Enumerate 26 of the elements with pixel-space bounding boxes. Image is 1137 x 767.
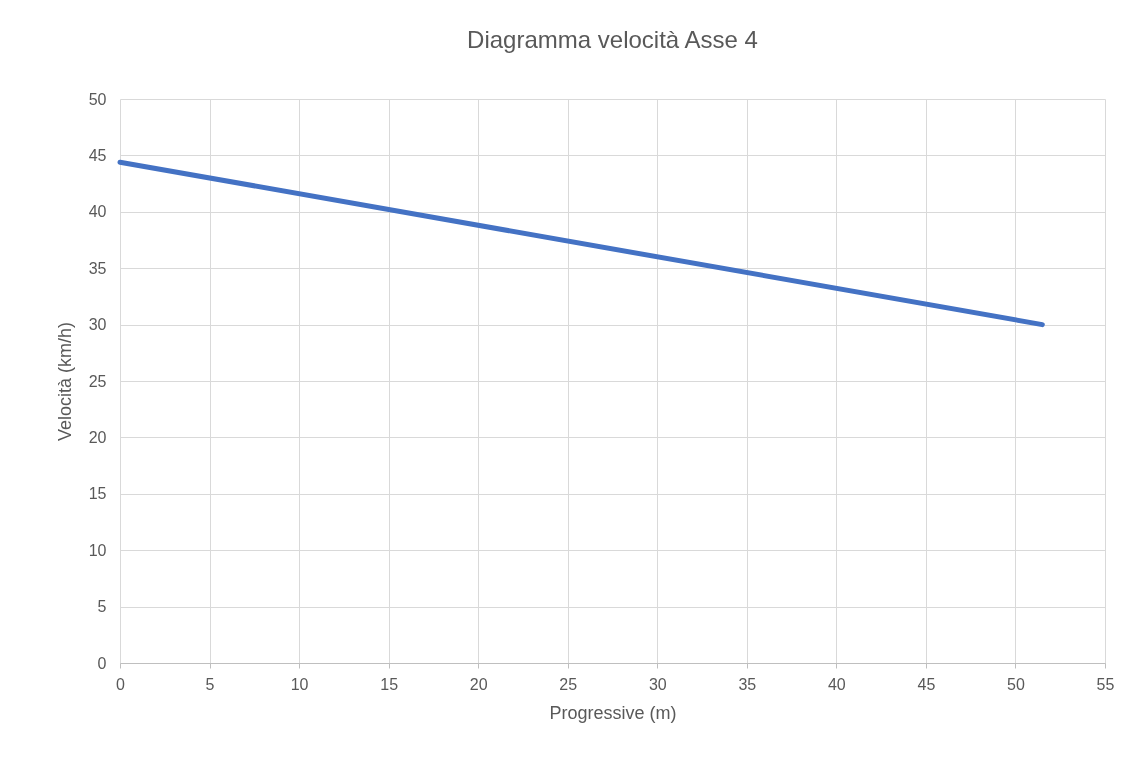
x-tick-label: 10 <box>290 675 309 693</box>
x-tick-label: 40 <box>827 675 846 693</box>
y-tick-label: 20 <box>88 428 107 446</box>
x-axis-title: Progressive (m) <box>549 702 677 723</box>
x-tick-label: 35 <box>738 675 757 693</box>
y-tick-label: 15 <box>88 485 107 503</box>
y-tick-label: 35 <box>88 259 107 277</box>
x-tick-label: 0 <box>116 675 126 693</box>
chart-title: Diagramma velocità Asse 4 <box>467 26 758 53</box>
x-tick-label: 20 <box>469 675 488 693</box>
x-tick-label: 55 <box>1096 675 1115 693</box>
y-tick-label: 10 <box>88 541 107 559</box>
y-tick-label: 25 <box>88 372 107 390</box>
x-tick-label: 25 <box>559 675 578 693</box>
y-tick-label: 40 <box>88 203 107 221</box>
x-tick-label: 45 <box>917 675 936 693</box>
y-tick-label: 5 <box>97 598 107 616</box>
y-axis-title: Velocità (km/h) <box>54 321 75 442</box>
y-tick-label: 50 <box>88 90 107 108</box>
y-tick-label: 30 <box>88 316 107 334</box>
y-tick-label: 45 <box>88 146 107 164</box>
y-tick-label: 0 <box>97 654 107 672</box>
x-tick-label: 50 <box>1007 675 1025 693</box>
x-tick-label: 5 <box>205 675 215 693</box>
x-tick-label: 30 <box>648 675 667 693</box>
x-tick-label: 15 <box>380 675 399 693</box>
